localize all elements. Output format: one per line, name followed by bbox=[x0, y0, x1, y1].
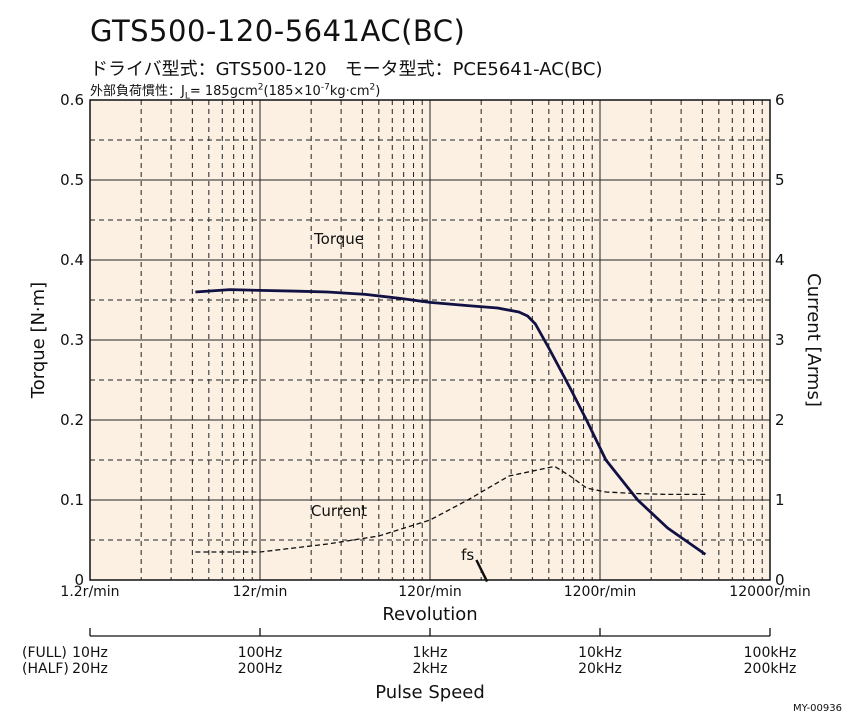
pulse-tick-label-full: 10kHz bbox=[578, 645, 622, 661]
torque-series-line bbox=[195, 288, 707, 556]
inertia-rest: (185×10 bbox=[263, 84, 321, 99]
y-axis-title: Torque [N·m] bbox=[28, 282, 49, 399]
current-series-line bbox=[195, 465, 706, 553]
x-tick-label: 120r/min bbox=[398, 584, 462, 600]
y2-tick-label: 4 bbox=[775, 251, 785, 269]
inertia-unit: kg·cm bbox=[329, 84, 370, 99]
y2-tick-label: 6 bbox=[775, 91, 785, 109]
y-tick-label: 0.5 bbox=[60, 171, 84, 189]
x-tick-label: 12000r/min bbox=[729, 584, 810, 600]
pulse-tick-label-full: 10Hz bbox=[72, 645, 108, 661]
chart-title: GTS500-120-5641AC(BC) bbox=[90, 14, 466, 48]
y-tick-label: 0.4 bbox=[60, 251, 84, 269]
pulse-tick-label-half: 2kHz bbox=[413, 661, 448, 677]
annotation-label: fs bbox=[461, 546, 474, 564]
y2-axis-title: Current [Arms] bbox=[803, 273, 824, 407]
x-tick-label: 1200r/min bbox=[564, 584, 637, 600]
plot-frame bbox=[89, 99, 771, 581]
chart-subtitle: ドライバ型式：GTS500-120 モータ型式：PCE5641-AC(BC) bbox=[90, 59, 603, 80]
y2-tick-label: 3 bbox=[775, 331, 785, 349]
annotation-label: Current bbox=[311, 502, 367, 520]
inertia-sup: 2 bbox=[257, 82, 264, 93]
y-tick-label: 0 bbox=[74, 571, 84, 589]
pulse-half-label: (HALF) bbox=[22, 661, 69, 677]
pulse-tick-label-half: 20kHz bbox=[578, 661, 622, 677]
x-tick-label: 1.2r/min bbox=[60, 584, 119, 600]
pulse-tick-label-full: 1kHz bbox=[413, 645, 448, 661]
pulse-full-label: (FULL) bbox=[22, 645, 67, 661]
y-tick-label: 0.2 bbox=[60, 411, 84, 429]
x-tick-label: 12r/min bbox=[233, 584, 288, 600]
y2-tick-label: 5 bbox=[775, 171, 785, 189]
pulse-tick-label-half: 200Hz bbox=[238, 661, 283, 677]
document-code: MY-00936 bbox=[793, 703, 842, 714]
y-tick-label: 0.3 bbox=[60, 331, 84, 349]
inertia-close: ) bbox=[375, 84, 381, 99]
x-axis-title: Revolution bbox=[382, 604, 477, 625]
inertia-exp: -7 bbox=[320, 82, 330, 93]
inertia-unit-sup: 2 bbox=[369, 82, 376, 93]
inertia-mid: = 185gcm bbox=[189, 84, 258, 99]
y2-tick-label: 2 bbox=[775, 411, 785, 429]
inertia-sub: L bbox=[184, 91, 190, 102]
inertia-prefix: 外部負荷慣性：J bbox=[90, 84, 185, 99]
pulse-tick-label-full: 100kHz bbox=[744, 645, 797, 661]
inertia-note: 外部負荷慣性：JL= 185gcm2(185×10-7kg·cm2) bbox=[90, 80, 380, 102]
pulse-tick-label-half: 200kHz bbox=[744, 661, 797, 677]
y2-tick-label: 0 bbox=[775, 571, 785, 589]
pulse-tick-label-half: 20Hz bbox=[72, 661, 108, 677]
y-tick-label: 0.6 bbox=[60, 91, 84, 109]
pulse-axis-title: Pulse Speed bbox=[375, 682, 485, 703]
annotation-label: Torque bbox=[313, 230, 364, 248]
y2-tick-label: 1 bbox=[775, 491, 785, 509]
fs-marker-line bbox=[475, 559, 489, 583]
pulse-tick-label-full: 100Hz bbox=[238, 645, 283, 661]
y-tick-label: 0.1 bbox=[60, 491, 84, 509]
